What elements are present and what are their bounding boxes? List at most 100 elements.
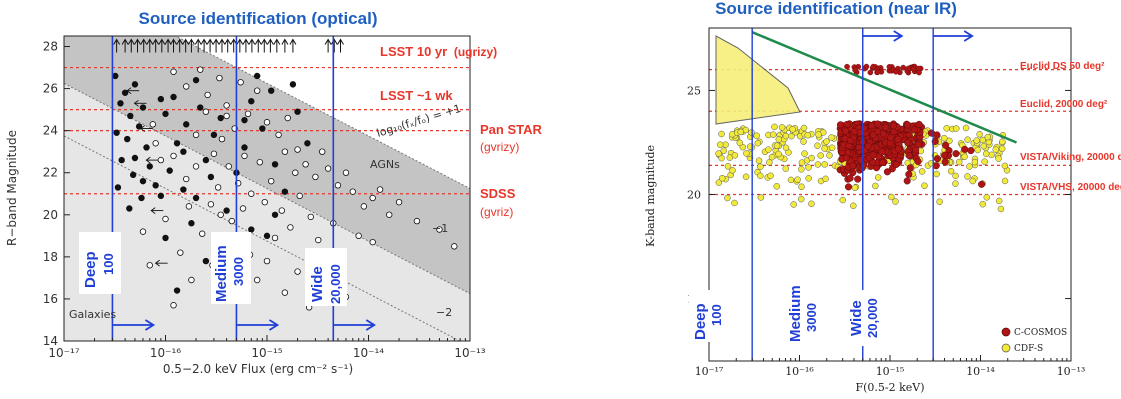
agns-label: AGNs	[370, 158, 400, 171]
cdfs-point-226	[743, 150, 750, 157]
cdfs-point-12	[787, 176, 795, 184]
cdfs-point-87	[839, 196, 846, 204]
ratio-line-minus2	[64, 135, 461, 341]
filled-point-39	[304, 140, 311, 147]
svg-text:100: 100	[101, 253, 116, 275]
ccosmos-point-387	[892, 160, 900, 168]
filled-point-18	[173, 140, 181, 147]
upper-limit-arrow-30	[330, 38, 338, 53]
cdfs-point-207	[962, 124, 970, 132]
ccosmos-point-512	[850, 128, 858, 136]
ccosmos-point-558	[870, 63, 877, 70]
nearir-tier-label-deep: Deep 100	[689, 290, 724, 342]
open-point-24	[395, 198, 403, 206]
ccosmos-point-268	[933, 155, 941, 163]
filled-point-0	[112, 72, 119, 80]
upper-limit-arrow-23	[254, 38, 262, 53]
filled-point-32	[259, 125, 266, 132]
open-point-54	[253, 276, 261, 284]
upper-limit-arrow-13	[194, 38, 202, 53]
cdfs-point-206	[976, 130, 983, 138]
cdfs-point-239	[716, 141, 724, 148]
cdfs-point-55	[941, 134, 948, 142]
cdfs-point-243	[933, 170, 940, 178]
upper-limit-arrow-16	[212, 38, 220, 53]
ccosmos-point-514	[894, 135, 902, 143]
yellow-highlight-region	[715, 35, 801, 125]
filled-point-42	[202, 257, 210, 265]
filled-point-21	[192, 76, 200, 84]
cdfs-point-186	[828, 144, 836, 151]
ccosmos-point-457	[879, 158, 887, 167]
nearir-tier-label-medium: Medium 3000	[785, 284, 821, 344]
ccosmos-point-488	[844, 183, 853, 191]
ccosmos-point-456	[904, 138, 912, 146]
filled-point-4	[127, 112, 134, 120]
svg-text:Wide: Wide	[309, 266, 326, 302]
open-point-79	[369, 238, 376, 246]
ccosmos-point-496	[860, 161, 868, 169]
filled-point-10	[146, 163, 153, 170]
upper-limit-arrow-24	[260, 38, 268, 53]
cdfs-point-160	[979, 200, 987, 208]
open-point-0	[170, 68, 177, 75]
filled-point-17	[166, 167, 173, 174]
cdfs-point-323	[718, 130, 725, 138]
upper-limit-arrow-11	[182, 38, 190, 53]
optical-points	[112, 66, 458, 311]
ccosmos-point-552	[844, 63, 850, 70]
cdfs-point-235	[981, 158, 988, 165]
filled-point-52	[271, 211, 279, 218]
open-point-44	[315, 236, 322, 244]
optical-x-tick-label-3: 10⁻¹⁴	[353, 346, 384, 360]
cdfs-point-193	[979, 136, 987, 144]
ccosmos-point-499	[910, 126, 918, 134]
open-point-5	[223, 102, 230, 109]
ccosmos-point-433	[915, 120, 923, 128]
nearir-x-tick-label-2: 10⁻¹⁵	[876, 365, 905, 378]
optical-y-tick-label-3: 20	[43, 208, 58, 222]
filled-point-20	[170, 93, 177, 101]
cdfs-point-204	[984, 133, 992, 141]
cdfs-point-189	[822, 175, 829, 183]
filled-point-40	[248, 226, 255, 233]
filled-point-47	[114, 184, 122, 191]
cdfs-point-171	[720, 147, 727, 154]
cdfs-point-117	[1001, 162, 1009, 170]
upper-limit-arrow-25	[266, 38, 274, 53]
optical-x-tick-label-4: 10⁻¹³	[454, 346, 485, 360]
cdfs-point-216	[798, 159, 806, 166]
survey-filters-panstarrs: (gvrizy)	[480, 140, 519, 154]
ccosmos-point-553	[910, 66, 917, 72]
ccosmos-point-277	[846, 174, 854, 182]
survey-label-lsst-10yr: LSST 10 yr (ugrizy)	[380, 44, 497, 59]
open-point-20	[360, 203, 368, 210]
filled-point-49	[162, 110, 169, 118]
filled-point-13	[152, 182, 159, 189]
open-point-64	[170, 302, 177, 309]
cdfs-point-41	[805, 175, 812, 182]
survey-label-euclid-wide: Euclid, 20000 deg²	[1020, 99, 1108, 110]
nearir-legend: C-COSMOS CDF-S	[998, 322, 1068, 358]
cdfs-point-205	[953, 125, 960, 132]
open-point-55	[263, 257, 271, 265]
ccosmos-point-503	[854, 175, 862, 183]
ccosmos-point-510	[841, 127, 850, 135]
cdfs-point-52	[936, 198, 943, 206]
filled-point-23	[188, 220, 195, 227]
nearir-panel: Source identification (near IR) 10⁻¹⁷ 10⁻…	[644, 0, 1121, 394]
filled-point-11	[129, 171, 137, 179]
cdfs-point-328	[737, 128, 744, 136]
open-point-65	[146, 262, 153, 269]
ccosmos-point-555	[867, 69, 874, 76]
optical-y-tick-label-2: 18	[43, 250, 58, 264]
svg-text:3000: 3000	[231, 257, 246, 286]
ccosmos-point-458	[914, 140, 922, 149]
optical-title: Source identification (optical)	[139, 9, 378, 28]
cdfs-point-50	[946, 137, 953, 145]
open-point-10	[275, 131, 282, 139]
left-arrow-0	[126, 87, 140, 95]
svg-text:20,000: 20,000	[328, 264, 343, 304]
open-point-32	[225, 163, 232, 170]
cdfs-point-248	[765, 146, 772, 153]
